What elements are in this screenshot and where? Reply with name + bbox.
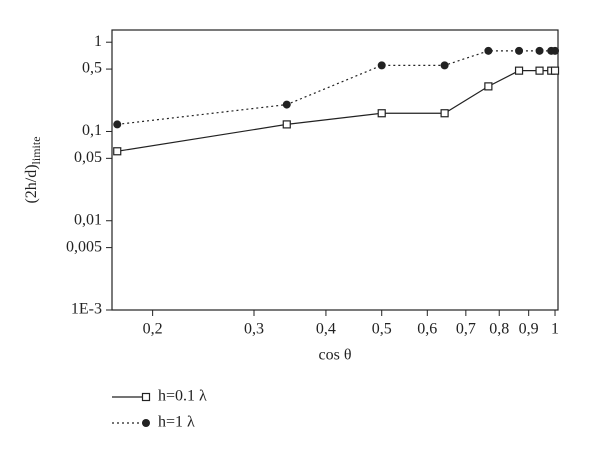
y-tick-label: 0,005: [66, 238, 102, 255]
marker: [282, 120, 291, 129]
marker: [535, 66, 544, 75]
y-tick-label: 1E-3: [71, 301, 102, 318]
marker: [514, 66, 524, 75]
marker: [113, 147, 122, 156]
y-axis-label-main: (2h/d): [23, 164, 40, 203]
marker: [440, 109, 449, 118]
x-tick-label: 0,3: [244, 321, 264, 338]
y-axis-label-sub: limite: [29, 136, 43, 164]
marker: [484, 46, 493, 55]
x-axis-label: cos θ: [319, 347, 352, 364]
plot-frame: [111, 29, 559, 311]
marker: [141, 392, 151, 402]
x-tick-label: 0,4: [316, 321, 336, 338]
marker: [142, 419, 150, 427]
marker: [440, 61, 449, 70]
x-tick-label: 0,6: [417, 321, 437, 338]
y-tick-label: 0,05: [74, 149, 102, 166]
marker: [551, 46, 560, 55]
marker: [282, 100, 291, 109]
marker: [515, 46, 524, 55]
marker: [550, 66, 560, 75]
y-tick-label: 0,1: [82, 122, 102, 139]
y-tick-label: 0,5: [82, 60, 102, 77]
x-tick-label: 0,2: [143, 321, 163, 338]
x-tick-label: 0,9: [519, 321, 539, 338]
marker: [484, 82, 493, 91]
x-tick-label: 1: [551, 321, 559, 338]
x-tick-label: 0,8: [489, 321, 509, 338]
marker: [377, 109, 386, 118]
x-tick-label: 0,5: [372, 321, 392, 338]
x-tick-label: 0,7: [456, 321, 476, 338]
marker: [113, 120, 122, 129]
y-tick-label: 0,01: [74, 211, 102, 228]
y-tick-label: 1: [94, 33, 102, 50]
legend-label: h=1 λ: [158, 414, 195, 431]
marker: [535, 46, 544, 55]
legend-label: h=0.1 λ: [158, 388, 207, 405]
marker: [377, 61, 386, 70]
y-axis-label: (2h/d)limite: [23, 136, 43, 203]
